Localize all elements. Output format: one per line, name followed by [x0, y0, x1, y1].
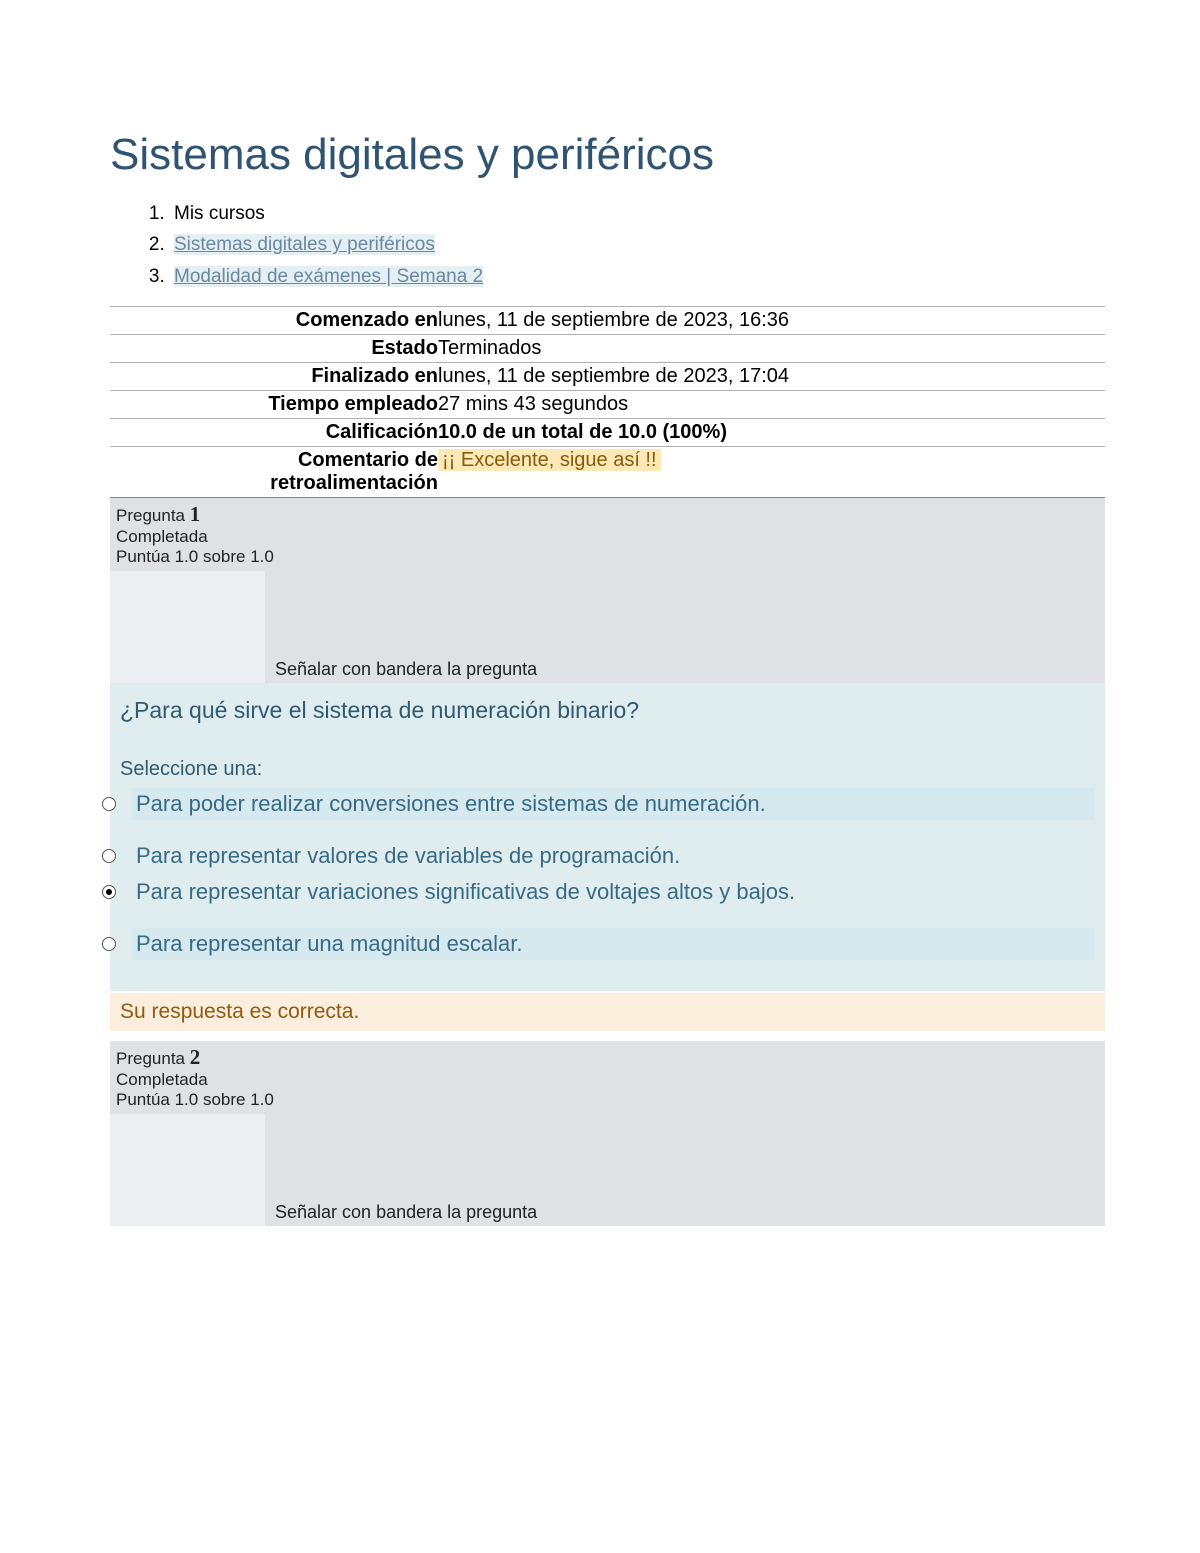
- summary-row-state: Estado Terminados: [110, 335, 1105, 363]
- option-text: Para poder realizar conversiones entre s…: [132, 788, 1095, 820]
- option-text: Para representar valores de variables de…: [132, 840, 1095, 872]
- question-number: 1: [190, 502, 201, 526]
- breadcrumb-link-course[interactable]: Sistemas digitales y periféricos: [174, 234, 435, 255]
- summary-row-finished: Finalizado en lunes, 11 de septiembre de…: [110, 363, 1105, 391]
- options-list: Para poder realizar conversiones entre s…: [100, 787, 1095, 961]
- question-instruction: Seleccione una:: [120, 758, 1095, 781]
- summary-value: ¡¡ Excelente, sigue así !!: [438, 447, 1105, 498]
- question-number: 2: [190, 1045, 201, 1069]
- question-1: Pregunta 1 Completada Puntúa 1.0 sobre 1…: [110, 497, 1105, 683]
- flag-region: Señalar con bandera la pregunta: [110, 571, 1105, 683]
- flag-placeholder: [110, 571, 265, 683]
- feedback-label-line2: retroalimentación: [270, 472, 438, 494]
- option-b[interactable]: Para representar valores de variables de…: [100, 839, 1095, 873]
- summary-label: Calificación: [110, 419, 438, 447]
- grade-bold: 10.0 de un total de 10.0 (100%): [438, 421, 727, 443]
- breadcrumb-label: Mis cursos: [174, 203, 265, 224]
- option-a[interactable]: Para poder realizar conversiones entre s…: [100, 787, 1095, 821]
- summary-row-time: Tiempo empleado 27 mins 43 segundos: [110, 391, 1105, 419]
- feedback-label-line1: Comentario de: [298, 449, 438, 471]
- question-1-body: ¿Para qué sirve el sistema de numeración…: [110, 683, 1105, 991]
- summary-row-started: Comenzado en lunes, 11 de septiembre de …: [110, 307, 1105, 335]
- option-d[interactable]: Para representar una magnitud escalar.: [100, 927, 1095, 961]
- question-status: Completada: [116, 1070, 208, 1089]
- summary-row-grade: Calificación 10.0 de un total de 10.0 (1…: [110, 419, 1105, 447]
- feedback-highlight: ¡¡ Excelente, sigue así !!: [438, 449, 661, 471]
- summary-label: Finalizado en: [110, 363, 438, 391]
- flag-region: Señalar con bandera la pregunta: [110, 1114, 1105, 1226]
- option-c[interactable]: Para representar variaciones significati…: [100, 875, 1095, 909]
- flag-placeholder: [110, 1114, 265, 1226]
- question-points: Puntúa 1.0 sobre 1.0: [116, 547, 274, 566]
- flag-question-link[interactable]: Señalar con bandera la pregunta: [265, 659, 537, 683]
- breadcrumb: Mis cursos Sistemas digitales y periféri…: [170, 198, 1105, 292]
- option-text: Para representar variaciones significati…: [132, 876, 1095, 908]
- summary-row-feedback: Comentario de retroalimentación ¡¡ Excel…: [110, 447, 1105, 498]
- summary-value: 10.0 de un total de 10.0 (100%): [438, 419, 1105, 447]
- radio-icon[interactable]: [102, 797, 116, 811]
- grade-text: 10.0 de un total de 10.0 (100%): [438, 421, 727, 443]
- answer-feedback: Su respuesta es correcta.: [110, 993, 1105, 1031]
- question-2: Pregunta 2 Completada Puntúa 1.0 sobre 1…: [110, 1041, 1105, 1226]
- option-text: Para representar una magnitud escalar.: [132, 928, 1095, 960]
- summary-value: lunes, 11 de septiembre de 2023, 16:36: [438, 307, 1105, 335]
- breadcrumb-item-course: Sistemas digitales y periféricos: [170, 229, 1105, 260]
- page-title: Sistemas digitales y periféricos: [110, 130, 1105, 180]
- radio-icon[interactable]: [102, 849, 116, 863]
- summary-label: Estado: [110, 335, 438, 363]
- question-prompt: ¿Para qué sirve el sistema de numeración…: [120, 697, 1095, 724]
- radio-icon[interactable]: [102, 937, 116, 951]
- summary-value: Terminados: [438, 335, 1105, 363]
- radio-icon[interactable]: [102, 885, 116, 899]
- page: Sistemas digitales y periféricos Mis cur…: [0, 0, 1200, 1286]
- summary-label: Comentario de retroalimentación: [110, 447, 438, 498]
- breadcrumb-item-section: Modalidad de exámenes | Semana 2: [170, 261, 1105, 292]
- question-points: Puntúa 1.0 sobre 1.0: [116, 1090, 274, 1109]
- summary-label: Tiempo empleado: [110, 391, 438, 419]
- summary-value: lunes, 11 de septiembre de 2023, 17:04: [438, 363, 1105, 391]
- summary-value: 27 mins 43 segundos: [438, 391, 1105, 419]
- breadcrumb-link-section[interactable]: Modalidad de exámenes | Semana 2: [174, 266, 483, 287]
- attempt-summary-table: Comenzado en lunes, 11 de septiembre de …: [110, 306, 1105, 497]
- question-prefix: Pregunta: [116, 506, 190, 525]
- flag-question-link[interactable]: Señalar con bandera la pregunta: [265, 1202, 537, 1226]
- question-header: Pregunta 1 Completada Puntúa 1.0 sobre 1…: [110, 498, 1105, 567]
- breadcrumb-item-mycourses: Mis cursos: [170, 198, 1105, 229]
- question-status: Completada: [116, 527, 208, 546]
- question-prefix: Pregunta: [116, 1049, 190, 1068]
- summary-label: Comenzado en: [110, 307, 438, 335]
- question-header: Pregunta 2 Completada Puntúa 1.0 sobre 1…: [110, 1041, 1105, 1110]
